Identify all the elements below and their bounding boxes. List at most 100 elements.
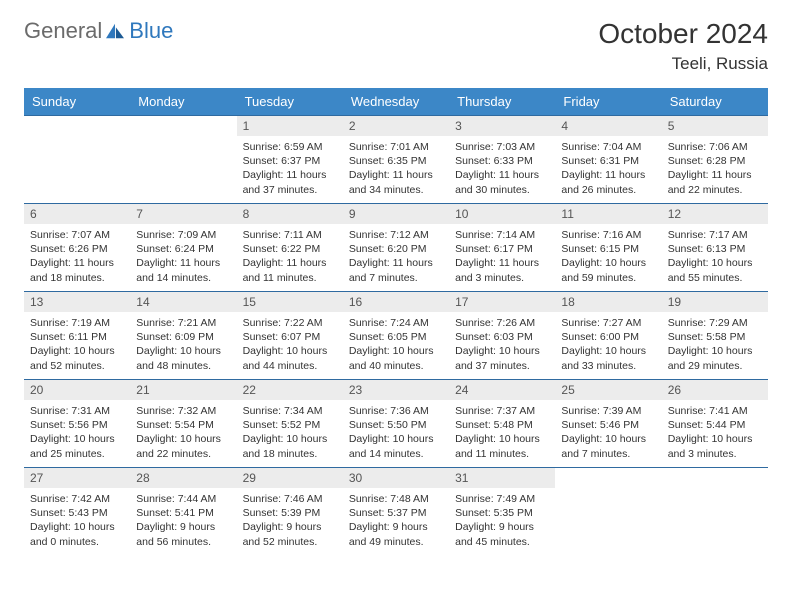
daylight: Daylight: 10 hours and 37 minutes.	[455, 344, 549, 372]
calendar-cell: 28Sunrise: 7:44 AMSunset: 5:41 PMDayligh…	[130, 468, 236, 556]
daylight: Daylight: 10 hours and 3 minutes.	[668, 432, 762, 460]
sail-icon	[104, 22, 126, 40]
day-number: 27	[24, 468, 130, 488]
calendar-cell: 18Sunrise: 7:27 AMSunset: 6:00 PMDayligh…	[555, 292, 661, 380]
day-number: 24	[449, 380, 555, 400]
day-number: 10	[449, 204, 555, 224]
day-number: 7	[130, 204, 236, 224]
day-info: Sunrise: 7:48 AMSunset: 5:37 PMDaylight:…	[343, 488, 449, 555]
day-info: Sunrise: 7:49 AMSunset: 5:35 PMDaylight:…	[449, 488, 555, 555]
sunset: Sunset: 5:52 PM	[243, 418, 337, 432]
sunrise: Sunrise: 7:24 AM	[349, 316, 443, 330]
day-info: Sunrise: 7:03 AMSunset: 6:33 PMDaylight:…	[449, 136, 555, 203]
calendar-cell-empty	[555, 468, 661, 556]
day-number: 11	[555, 204, 661, 224]
sunset: Sunset: 5:41 PM	[136, 506, 230, 520]
day-info: Sunrise: 7:17 AMSunset: 6:13 PMDaylight:…	[662, 224, 768, 291]
day-info: Sunrise: 7:37 AMSunset: 5:48 PMDaylight:…	[449, 400, 555, 467]
day-info: Sunrise: 7:11 AMSunset: 6:22 PMDaylight:…	[237, 224, 343, 291]
day-info: Sunrise: 7:09 AMSunset: 6:24 PMDaylight:…	[130, 224, 236, 291]
sunrise: Sunrise: 7:44 AM	[136, 492, 230, 506]
day-number: 29	[237, 468, 343, 488]
sunrise: Sunrise: 7:36 AM	[349, 404, 443, 418]
sunset: Sunset: 5:35 PM	[455, 506, 549, 520]
sunset: Sunset: 6:37 PM	[243, 154, 337, 168]
day-info: Sunrise: 7:14 AMSunset: 6:17 PMDaylight:…	[449, 224, 555, 291]
calendar-cell: 31Sunrise: 7:49 AMSunset: 5:35 PMDayligh…	[449, 468, 555, 556]
calendar-cell: 10Sunrise: 7:14 AMSunset: 6:17 PMDayligh…	[449, 204, 555, 292]
sunrise: Sunrise: 7:37 AM	[455, 404, 549, 418]
daylight: Daylight: 10 hours and 22 minutes.	[136, 432, 230, 460]
day-number: 26	[662, 380, 768, 400]
day-info: Sunrise: 7:06 AMSunset: 6:28 PMDaylight:…	[662, 136, 768, 203]
sunset: Sunset: 6:07 PM	[243, 330, 337, 344]
day-number: 14	[130, 292, 236, 312]
title-block: October 2024 Teeli, Russia	[598, 18, 768, 74]
sunset: Sunset: 6:17 PM	[455, 242, 549, 256]
day-header: Tuesday	[237, 88, 343, 116]
sunset: Sunset: 5:39 PM	[243, 506, 337, 520]
calendar-cell: 21Sunrise: 7:32 AMSunset: 5:54 PMDayligh…	[130, 380, 236, 468]
day-number: 6	[24, 204, 130, 224]
sunset: Sunset: 5:56 PM	[30, 418, 124, 432]
daylight: Daylight: 11 hours and 3 minutes.	[455, 256, 549, 284]
day-info: Sunrise: 7:27 AMSunset: 6:00 PMDaylight:…	[555, 312, 661, 379]
sunrise: Sunrise: 7:07 AM	[30, 228, 124, 242]
calendar-cell: 20Sunrise: 7:31 AMSunset: 5:56 PMDayligh…	[24, 380, 130, 468]
day-info: Sunrise: 7:39 AMSunset: 5:46 PMDaylight:…	[555, 400, 661, 467]
daylight: Daylight: 11 hours and 34 minutes.	[349, 168, 443, 196]
day-number: 1	[237, 116, 343, 136]
sunrise: Sunrise: 7:41 AM	[668, 404, 762, 418]
sunset: Sunset: 6:33 PM	[455, 154, 549, 168]
sunset: Sunset: 6:26 PM	[30, 242, 124, 256]
sunset: Sunset: 5:43 PM	[30, 506, 124, 520]
daylight: Daylight: 10 hours and 14 minutes.	[349, 432, 443, 460]
sunrise: Sunrise: 7:19 AM	[30, 316, 124, 330]
day-number: 15	[237, 292, 343, 312]
calendar-cell: 30Sunrise: 7:48 AMSunset: 5:37 PMDayligh…	[343, 468, 449, 556]
day-number: 25	[555, 380, 661, 400]
sunset: Sunset: 6:13 PM	[668, 242, 762, 256]
calendar-cell: 8Sunrise: 7:11 AMSunset: 6:22 PMDaylight…	[237, 204, 343, 292]
daylight: Daylight: 9 hours and 49 minutes.	[349, 520, 443, 548]
day-number: 23	[343, 380, 449, 400]
calendar-cell: 25Sunrise: 7:39 AMSunset: 5:46 PMDayligh…	[555, 380, 661, 468]
sunset: Sunset: 6:31 PM	[561, 154, 655, 168]
sunrise: Sunrise: 7:48 AM	[349, 492, 443, 506]
day-number: 13	[24, 292, 130, 312]
sunset: Sunset: 6:11 PM	[30, 330, 124, 344]
calendar-cell: 15Sunrise: 7:22 AMSunset: 6:07 PMDayligh…	[237, 292, 343, 380]
location: Teeli, Russia	[598, 54, 768, 74]
day-number: 21	[130, 380, 236, 400]
calendar-cell: 2Sunrise: 7:01 AMSunset: 6:35 PMDaylight…	[343, 116, 449, 204]
calendar-cell-empty	[24, 116, 130, 204]
sunset: Sunset: 5:54 PM	[136, 418, 230, 432]
day-info: Sunrise: 7:24 AMSunset: 6:05 PMDaylight:…	[343, 312, 449, 379]
sunset: Sunset: 6:00 PM	[561, 330, 655, 344]
calendar-cell-empty	[130, 116, 236, 204]
sunset: Sunset: 6:35 PM	[349, 154, 443, 168]
sunrise: Sunrise: 7:49 AM	[455, 492, 549, 506]
day-number: 20	[24, 380, 130, 400]
sunrise: Sunrise: 7:34 AM	[243, 404, 337, 418]
sunset: Sunset: 5:37 PM	[349, 506, 443, 520]
day-number: 28	[130, 468, 236, 488]
sunset: Sunset: 6:24 PM	[136, 242, 230, 256]
daylight: Daylight: 10 hours and 48 minutes.	[136, 344, 230, 372]
daylight: Daylight: 11 hours and 14 minutes.	[136, 256, 230, 284]
daylight: Daylight: 11 hours and 26 minutes.	[561, 168, 655, 196]
day-info: Sunrise: 7:29 AMSunset: 5:58 PMDaylight:…	[662, 312, 768, 379]
day-number: 18	[555, 292, 661, 312]
daylight: Daylight: 10 hours and 44 minutes.	[243, 344, 337, 372]
day-info: Sunrise: 7:41 AMSunset: 5:44 PMDaylight:…	[662, 400, 768, 467]
day-header: Monday	[130, 88, 236, 116]
day-number: 19	[662, 292, 768, 312]
sunrise: Sunrise: 7:14 AM	[455, 228, 549, 242]
daylight: Daylight: 10 hours and 18 minutes.	[243, 432, 337, 460]
daylight: Daylight: 10 hours and 0 minutes.	[30, 520, 124, 548]
sunrise: Sunrise: 6:59 AM	[243, 140, 337, 154]
day-info: Sunrise: 7:07 AMSunset: 6:26 PMDaylight:…	[24, 224, 130, 291]
header: General Blue October 2024 Teeli, Russia	[24, 18, 768, 74]
calendar-cell: 5Sunrise: 7:06 AMSunset: 6:28 PMDaylight…	[662, 116, 768, 204]
day-info: Sunrise: 7:21 AMSunset: 6:09 PMDaylight:…	[130, 312, 236, 379]
